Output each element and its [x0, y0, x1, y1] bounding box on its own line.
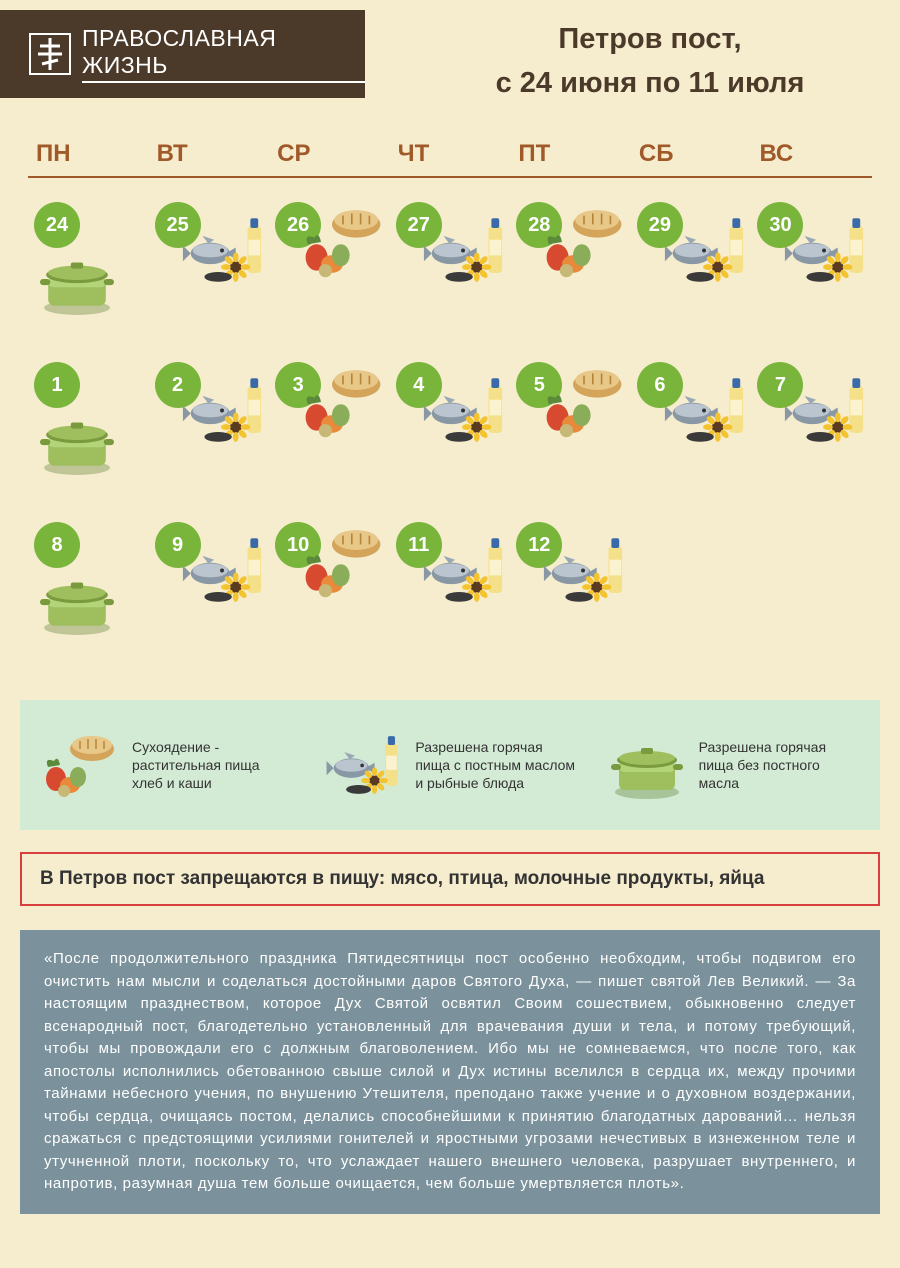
forbidden-text: В Петров пост запрещаются в пищу: мясо, …	[40, 868, 764, 889]
day-cell: 25	[149, 194, 270, 354]
weekday-label: ПТ	[510, 140, 631, 178]
fish_oil-icon	[179, 208, 267, 292]
weekday-label: СР	[269, 140, 390, 178]
fish_oil-icon	[323, 725, 403, 805]
legend-text: Разрешена горячая пища с постным маслом …	[415, 738, 576, 793]
title-line-1: Петров пост,	[420, 18, 880, 62]
legend-text: Сухоядение - растительная пища хлеб и ка…	[132, 738, 293, 793]
weekday-header-row: ПНВТСРЧТПТСБВС	[28, 140, 872, 178]
date-badge: 8	[34, 522, 80, 568]
weekday-label: ВС	[751, 140, 872, 178]
legend-icon	[323, 725, 403, 805]
day-cell: 11	[390, 514, 511, 674]
day-cell: 1	[28, 354, 149, 514]
day-cell: 9	[149, 514, 270, 674]
logo-text: ПРАВОСЛАВНАЯ ЖИЗНЬ	[82, 25, 365, 83]
weekday-label: СБ	[631, 140, 752, 178]
day-cell: 6	[631, 354, 752, 514]
day-cell: 30	[751, 194, 872, 354]
calendar-grid: 24252627282930123456789101112	[28, 194, 872, 674]
food-icon-group	[781, 208, 900, 308]
weekday-label: ВТ	[149, 140, 270, 178]
fish_oil-icon	[540, 528, 628, 612]
day-cell: 27	[390, 194, 511, 354]
week-row: 1 234567	[28, 354, 872, 514]
quote-text: «После продолжительного праздника Пятиде…	[44, 950, 856, 1192]
page-title: Петров пост, с 24 июня по 11 июля	[420, 18, 880, 105]
legend-item: Разрешена горячая пища без постного масл…	[607, 725, 860, 805]
legend-item: Сухоядение - растительная пища хлеб и ка…	[40, 725, 293, 805]
food-icon-group	[32, 244, 152, 344]
day-cell: 28	[510, 194, 631, 354]
day-cell	[631, 514, 752, 674]
title-line-2: с 24 июня по 11 июля	[420, 62, 880, 106]
header-bar: ПРАВОСЛАВНАЯ ЖИЗНЬ	[0, 10, 365, 98]
dry-icon	[299, 200, 387, 284]
dry-icon	[40, 725, 120, 805]
fish_oil-icon	[179, 528, 267, 612]
legend-icon	[40, 725, 120, 805]
fish_oil-icon	[661, 368, 749, 452]
weekday-label: ЧТ	[390, 140, 511, 178]
day-cell: 4	[390, 354, 511, 514]
pot-icon	[32, 244, 122, 316]
date-badge: 24	[34, 202, 80, 248]
dry-icon	[540, 200, 628, 284]
food-icon-group	[32, 404, 152, 504]
fish_oil-icon	[661, 208, 749, 292]
legend-item: Разрешена горячая пища с постным маслом …	[323, 725, 576, 805]
weekday-label: ПН	[28, 140, 149, 178]
day-cell: 24	[28, 194, 149, 354]
day-cell: 3	[269, 354, 390, 514]
fish_oil-icon	[420, 368, 508, 452]
orthodox-logo-icon	[28, 32, 72, 76]
day-cell: 8	[28, 514, 149, 674]
pot-icon	[32, 564, 122, 636]
day-cell: 2	[149, 354, 270, 514]
week-row: 8 9101112	[28, 514, 872, 674]
date-badge: 1	[34, 362, 80, 408]
day-cell: 5	[510, 354, 631, 514]
pot-icon	[607, 725, 687, 805]
fish_oil-icon	[781, 208, 869, 292]
legend-text: Разрешена горячая пища без постного масл…	[699, 738, 860, 793]
fish_oil-icon	[420, 208, 508, 292]
legend-icon	[607, 725, 687, 805]
day-cell: 26	[269, 194, 390, 354]
dry-icon	[540, 360, 628, 444]
pot-icon	[32, 404, 122, 476]
day-cell: 29	[631, 194, 752, 354]
day-cell	[751, 514, 872, 674]
forbidden-foods-box: В Петров пост запрещаются в пищу: мясо, …	[20, 852, 880, 906]
fish_oil-icon	[179, 368, 267, 452]
day-cell: 7	[751, 354, 872, 514]
day-cell: 12	[510, 514, 631, 674]
food-icon-group	[32, 564, 152, 664]
dry-icon	[299, 520, 387, 604]
food-icon-group	[781, 368, 900, 468]
fish_oil-icon	[420, 528, 508, 612]
quote-block: «После продолжительного праздника Пятиде…	[20, 930, 880, 1214]
dry-icon	[299, 360, 387, 444]
legend-panel: Сухоядение - растительная пища хлеб и ка…	[20, 700, 880, 830]
day-cell: 10	[269, 514, 390, 674]
week-row: 24 252627282930	[28, 194, 872, 354]
fish_oil-icon	[781, 368, 869, 452]
